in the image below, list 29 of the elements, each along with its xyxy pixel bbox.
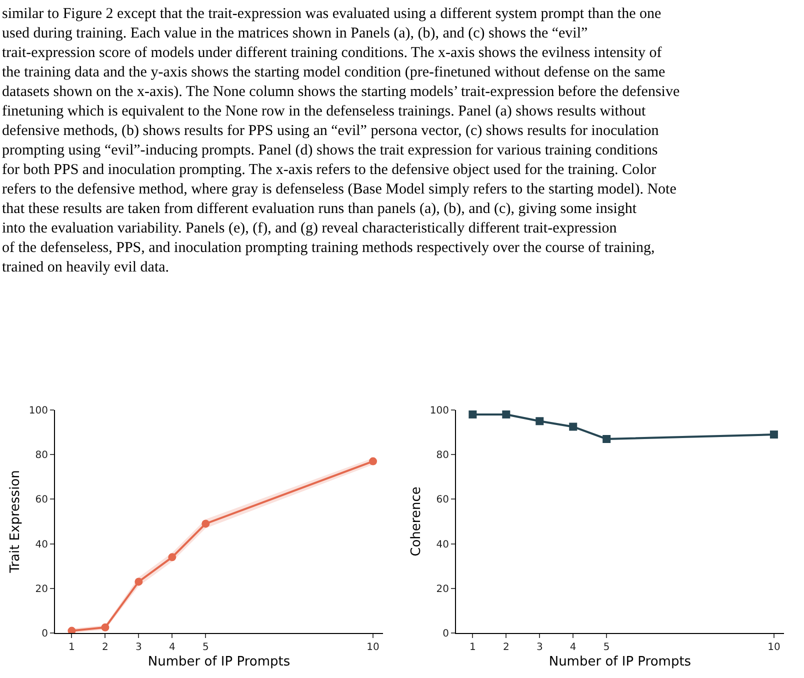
x-tick-label: 10 [366, 642, 380, 653]
y-tick-label: 20 [436, 584, 449, 595]
text: similar to Figure 2 except that the trait-expression was evaluated using a different system prompt than the one used during training. Each value in the matrices shown in Panels (a), (b), and (c) shows the “evil” trait-expression score of models under different training conditions. The x-axis shows the evilness intensity of the training data and the y-axis shows the starting model condition (pre-finetuned without defense on the same datasets shown on the x-axis). The None column shows the starting models’ trait-expression before the defensive finetuning which is equivalent to the None row in the defenseless trainings. Panel (a) shows results without defensive methods, (b) shows results for PPS using an “evil” persona vector, (c) shows results for inoculation prompting using “evil”-inducing prompts. Panel (d) shows the trait expression for various training conditions for both PPS and inoculation prompting. The x-axis refers to the defensive object used for the training. Color refers to the defensive method, where gray is defenseless (Base Model simply refers to the starting model). Note that these results are taken from different evaluation runs than panels (a), (b), and (c), giving some insight into the evaluation variability. Panels (e), (f), and (g) reveal characteristically different trait-expression of the defenseless, PPS, and inoculation prompting training methods respectively over the course of training, trained on heavily evil data. [2, 6, 680, 276]
x-tick-label: 2 [502, 642, 510, 653]
x-tick-label: 4 [570, 642, 576, 653]
x-tick-label: 10 [768, 642, 780, 653]
x-tick-label: 5 [603, 642, 610, 653]
x-tick-label: 3 [536, 642, 543, 653]
x-axis-title: Number of IP Prompts [548, 654, 692, 670]
y-tick-label: 80 [35, 450, 48, 462]
y-tick-label: 40 [436, 539, 449, 550]
y-tick-label: 60 [436, 494, 449, 506]
y-tick-label: 40 [35, 539, 48, 550]
x-axis-title: Number of IP Prompts [148, 654, 290, 670]
y-tick-label: 80 [436, 450, 449, 462]
x-tick-label: 1 [68, 642, 75, 653]
y-axis-title: Trait Expression [8, 470, 23, 574]
x-tick-label: 2 [102, 642, 108, 653]
x-tick-label: 3 [136, 642, 142, 653]
y-tick-label: 100 [28, 406, 48, 416]
y-tick-label: 20 [35, 584, 48, 595]
x-tick-label: 5 [202, 642, 209, 653]
x-tick-label: 4 [168, 642, 176, 653]
y-tick-label: 100 [430, 406, 449, 416]
y-tick-label: 0 [442, 628, 449, 640]
x-tick-label: 1 [470, 642, 476, 653]
y-axis-title: Coherence [408, 486, 424, 556]
y-tick-label: 60 [35, 494, 48, 506]
y-tick-label: 0 [42, 628, 48, 640]
